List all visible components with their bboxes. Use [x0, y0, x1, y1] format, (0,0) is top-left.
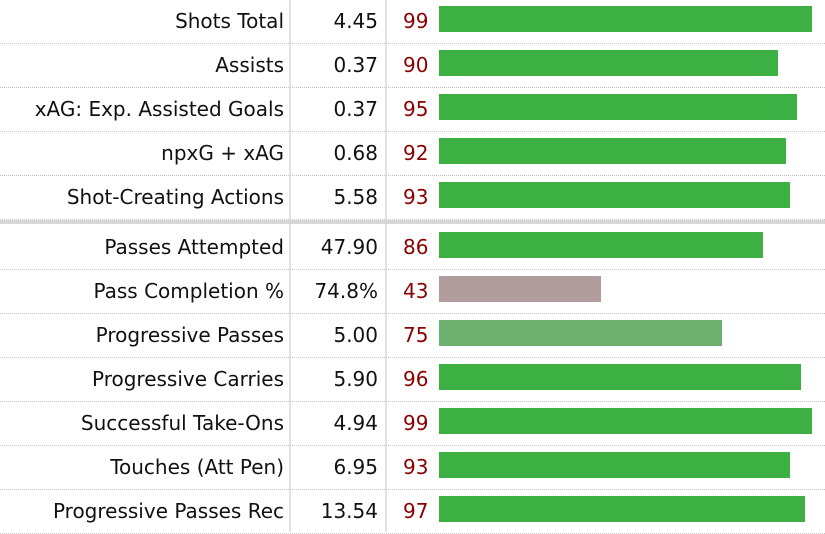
percentile-value: 90 [403, 53, 429, 77]
percentile-bar-track [439, 320, 816, 346]
percentile-value: 93 [403, 185, 429, 209]
percentile-value: 92 [403, 141, 429, 165]
table-row: Progressive Passes 5.00 75 [0, 314, 825, 358]
percentile-bar [439, 408, 812, 434]
percentile-bar [439, 6, 812, 32]
group-separator [0, 220, 825, 224]
table-row: xAG: Exp. Assisted Goals 0.37 95 [0, 88, 825, 132]
percentile-value: 99 [403, 411, 429, 435]
per90-value: 5.90 [333, 367, 378, 391]
percentile-bar [439, 320, 722, 346]
percentile-bar-track [439, 408, 816, 434]
stat-label: Progressive Passes [95, 323, 284, 347]
per90-value: 13.54 [320, 499, 378, 523]
stat-label: Shot-Creating Actions [66, 185, 284, 209]
percentile-bar-track [439, 182, 816, 208]
percentile-bar-track [439, 138, 816, 164]
table-row: Shots Total 4.45 99 [0, 0, 825, 44]
per90-value: 5.58 [333, 185, 378, 209]
percentile-bar-track [439, 452, 816, 478]
table-row: Passes Attempted 47.90 86 [0, 226, 825, 270]
stat-label: npxG + xAG [161, 141, 284, 165]
stat-label: Passes Attempted [104, 235, 284, 259]
percentile-value: 97 [403, 499, 429, 523]
per90-value: 74.8% [314, 279, 378, 303]
per90-value: 6.95 [333, 455, 378, 479]
percentile-value: 75 [403, 323, 429, 347]
percentile-bar [439, 138, 786, 164]
percentile-bar [439, 94, 797, 120]
table-row: Touches (Att Pen) 6.95 93 [0, 446, 825, 490]
percentile-value: 93 [403, 455, 429, 479]
table-row: Successful Take-Ons 4.94 99 [0, 402, 825, 446]
stat-label: Shots Total [175, 9, 284, 33]
column-divider-per90 [385, 0, 387, 532]
percentile-bar [439, 232, 763, 258]
table-row: Progressive Carries 5.90 96 [0, 358, 825, 402]
per90-value: 4.45 [333, 9, 378, 33]
stat-label: Assists [215, 53, 284, 77]
percentile-value: 95 [403, 97, 429, 121]
percentile-bar-track [439, 94, 816, 120]
percentile-bar-track [439, 276, 816, 302]
stat-label: Successful Take-Ons [80, 411, 284, 435]
per90-value: 0.68 [333, 141, 378, 165]
percentile-value: 99 [403, 9, 429, 33]
table-row: Shot-Creating Actions 5.58 93 [0, 176, 825, 220]
stat-label: Progressive Passes Rec [52, 499, 284, 523]
stat-label: Progressive Carries [91, 367, 284, 391]
table-row: Assists 0.37 90 [0, 44, 825, 88]
percentile-value: 86 [403, 235, 429, 259]
per90-value: 4.94 [333, 411, 378, 435]
per90-value: 47.90 [320, 235, 378, 259]
percentile-bar [439, 496, 805, 522]
percentile-bar [439, 364, 801, 390]
column-divider-stat [289, 0, 291, 532]
percentile-bar-track [439, 496, 816, 522]
percentile-bar-track [439, 364, 816, 390]
stat-label: Pass Completion % [93, 279, 284, 303]
percentile-bar-track [439, 232, 816, 258]
percentile-bar [439, 50, 778, 76]
table-row: npxG + xAG 0.68 92 [0, 132, 825, 176]
table-row: Progressive Passes Rec 13.54 97 [0, 490, 825, 534]
percentile-bar [439, 276, 601, 302]
percentile-bar [439, 452, 790, 478]
per90-value: 5.00 [333, 323, 378, 347]
stat-label: Touches (Att Pen) [110, 455, 284, 479]
percentile-bar-track [439, 50, 816, 76]
percentile-value: 43 [403, 279, 429, 303]
percentile-bar [439, 182, 790, 208]
percentile-value: 96 [403, 367, 429, 391]
stat-label: xAG: Exp. Assisted Goals [34, 97, 284, 121]
table-row: Pass Completion % 74.8% 43 [0, 270, 825, 314]
percentile-bar-track [439, 6, 816, 32]
per90-value: 0.37 [333, 53, 378, 77]
per90-value: 0.37 [333, 97, 378, 121]
